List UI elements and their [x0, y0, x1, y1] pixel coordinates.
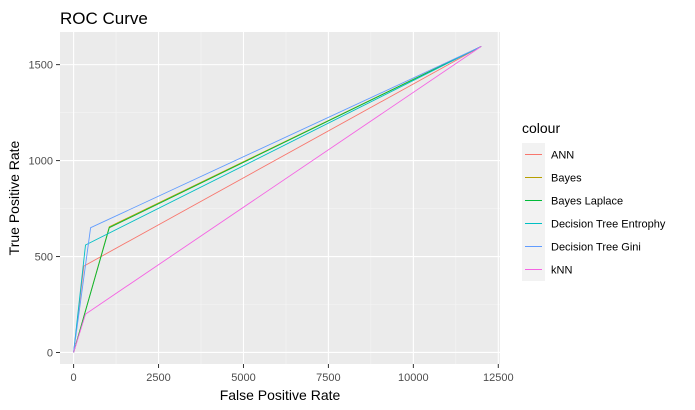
x-axis: 0 2500 5000 7500 10000 12500	[71, 364, 514, 384]
y-axis: 0 500 1000 1500	[29, 60, 60, 359]
series-line	[73, 45, 482, 353]
y-axis-title: True Positive Rate	[6, 140, 22, 255]
x-tick-label: 5000	[231, 372, 255, 384]
y-tick-label: 500	[35, 252, 53, 264]
x-tick-label: 10000	[398, 372, 429, 384]
legend-label: ANN	[551, 150, 574, 162]
series-line	[73, 45, 482, 353]
y-tick-label: 0	[47, 347, 53, 359]
chart-title: ROC Curve	[60, 9, 148, 28]
series-line	[73, 46, 482, 353]
series-line	[73, 45, 482, 353]
legend-label: Bayes	[551, 173, 582, 185]
x-axis-title: False Positive Rate	[220, 387, 341, 403]
x-tick-label: 12500	[483, 372, 514, 384]
legend-title: colour	[522, 120, 560, 136]
y-tick-label: 1500	[29, 60, 53, 72]
legend-label: Bayes Laplace	[551, 196, 623, 208]
x-tick-label: 7500	[316, 372, 340, 384]
legend: colour ANN Bayes Bayes Laplace Decision Tre…	[522, 120, 666, 281]
y-tick-label: 1000	[29, 156, 53, 168]
legend-label: Decision Tree Entrophy	[551, 219, 666, 231]
x-tick-label: 0	[71, 372, 77, 384]
legend-label: kNN	[551, 265, 572, 277]
grid-minor	[60, 32, 500, 364]
legend-label: Decision Tree Gini	[551, 242, 641, 254]
x-tick-label: 2500	[146, 372, 170, 384]
series-lines	[73, 45, 482, 353]
plot-panel	[60, 32, 500, 364]
grid-major	[60, 32, 500, 364]
